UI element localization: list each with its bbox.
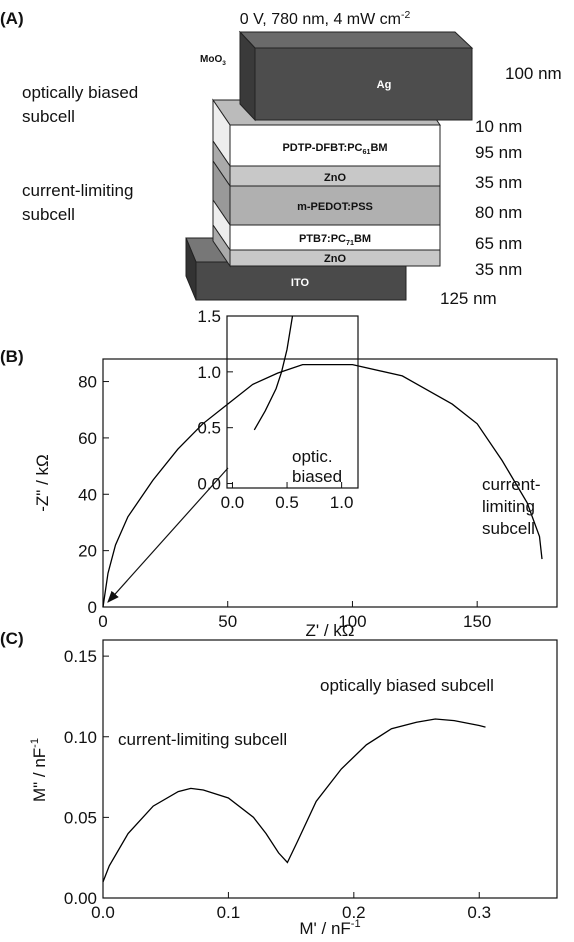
layer-name: m-PEDOT:PSS xyxy=(297,201,373,213)
name-after: BM xyxy=(354,233,371,245)
ptb7-layer xyxy=(229,224,441,251)
y-tick-label: 40 xyxy=(78,485,97,504)
x-tick-label: 0.1 xyxy=(217,903,241,922)
y-tick-label: 0.10 xyxy=(64,728,97,747)
title-text: 0 V, 780 nm, 4 mW cm xyxy=(240,11,401,28)
y-tick-label: 80 xyxy=(78,373,97,392)
pedot-layer xyxy=(229,185,441,226)
x-tick-label: 100 xyxy=(338,612,366,631)
layer-name: MoO3 xyxy=(200,54,226,67)
name-text: PTB7:PC xyxy=(299,233,346,245)
ag-side xyxy=(239,30,256,122)
name-text: MoO xyxy=(200,54,222,65)
x-tick-label: 0.0 xyxy=(221,493,245,512)
y-axis-label-sup: -1 xyxy=(29,738,41,748)
panel-a: (A) 0 V, 780 nm, 4 mW cm-2 Ag MoO3 PDTP-… xyxy=(0,9,562,308)
panel-label: (B) xyxy=(0,347,24,366)
data-line xyxy=(253,315,294,431)
panel-title: 0 V, 780 nm, 4 mW cm-2 xyxy=(240,10,411,28)
annotation: subcell xyxy=(482,519,535,538)
x-tick-label: 0 xyxy=(98,612,107,631)
x-axis-label: M' / nF-1 xyxy=(299,918,360,938)
x-tick-label: 0.5 xyxy=(275,493,299,512)
panel-label: (A) xyxy=(0,9,24,28)
y-tick-label: 0.00 xyxy=(64,889,97,908)
y-axis-label: -Z" / kΩ xyxy=(33,454,52,511)
y-tick-label: 20 xyxy=(78,542,97,561)
ag-top xyxy=(238,31,474,49)
side-label: current-limiting xyxy=(22,181,133,200)
y-tick-label: 0.5 xyxy=(197,419,221,438)
annotation: optic. xyxy=(292,447,333,466)
x-tick-label: 0.2 xyxy=(342,903,366,922)
layer-name: PDTP-DFBT:PC61BM xyxy=(282,142,387,156)
x-axis-label-text: Z' / kΩ xyxy=(305,621,354,640)
data-line xyxy=(102,363,543,608)
side-label: optically biased xyxy=(22,83,138,102)
x-tick-label: 1.0 xyxy=(330,493,354,512)
x-axis-label-sup: -1 xyxy=(351,918,361,930)
name-sub: 3 xyxy=(222,60,226,67)
name-text: PDTP-DFBT:PC xyxy=(282,142,362,154)
name-after: BM xyxy=(370,142,387,154)
y-tick-label: 1.5 xyxy=(197,307,221,326)
x-tick-label: 50 xyxy=(218,612,237,631)
title-sup: -2 xyxy=(401,10,410,21)
name-sub: 71 xyxy=(346,239,354,247)
y-tick-label: 0 xyxy=(88,598,97,617)
layer-name: Ag xyxy=(377,79,392,91)
thickness: 35 nm xyxy=(475,173,522,192)
ag-front xyxy=(254,47,473,121)
side-label: subcell xyxy=(22,107,75,126)
thickness: 100 nm xyxy=(505,64,562,83)
inset-arrow xyxy=(107,467,229,603)
annotation: optically biased subcell xyxy=(320,676,494,695)
thickness: 95 nm xyxy=(475,143,522,162)
layer-name: ZnO xyxy=(324,172,346,184)
plot-frame xyxy=(102,358,558,608)
annotation: biased xyxy=(292,467,342,486)
y-tick-label: 0.05 xyxy=(64,808,97,827)
data-line xyxy=(102,718,486,883)
x-tick-label: 0.3 xyxy=(467,903,491,922)
y-axis-label-text: -Z" / kΩ xyxy=(33,454,52,511)
y-axis-label-text: M" / nF xyxy=(30,748,49,802)
y-tick-label: 0.15 xyxy=(64,647,97,666)
thickness: 35 nm xyxy=(475,260,522,279)
annotation: current-limiting subcell xyxy=(118,730,287,749)
y-tick-label: 1.0 xyxy=(197,363,221,382)
panel-label: (C) xyxy=(0,629,24,648)
annotation: limiting xyxy=(482,497,535,516)
thickness: 10 nm xyxy=(475,117,522,136)
annotation: current- xyxy=(482,475,541,494)
thickness: 125 nm xyxy=(440,289,497,308)
pdtp-layer xyxy=(229,124,441,167)
x-axis-label-text: M' / nF xyxy=(299,919,350,938)
layer-name: ITO xyxy=(291,277,310,289)
y-tick-label: 60 xyxy=(78,429,97,448)
thickness: 65 nm xyxy=(475,234,522,253)
name-sub: 61 xyxy=(363,148,371,156)
y-axis-label: M" / nF-1 xyxy=(29,738,49,802)
thickness: 80 nm xyxy=(475,203,522,222)
ito-front xyxy=(195,261,407,301)
layer-name: ZnO xyxy=(324,253,346,265)
x-axis-label: Z' / kΩ xyxy=(305,621,354,640)
y-tick-label: 0.0 xyxy=(197,475,221,494)
x-tick-label: 150 xyxy=(463,612,491,631)
zno-layer xyxy=(229,249,441,267)
side-label: subcell xyxy=(22,205,75,224)
plot-frame xyxy=(102,639,558,899)
layer-name: PTB7:PC71BM xyxy=(299,233,371,247)
x-tick-label: 0.0 xyxy=(91,903,115,922)
